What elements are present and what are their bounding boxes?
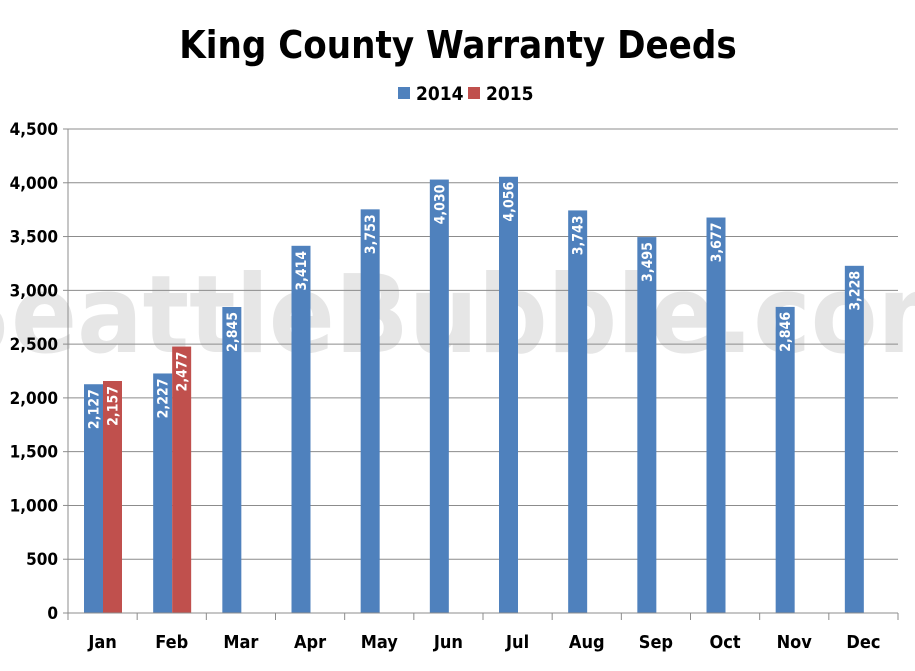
x-tick-label: Mar: [223, 632, 258, 653]
y-tick-label: 2,500: [10, 335, 58, 355]
x-tick-label: Aug: [569, 632, 605, 653]
data-label: 3,414: [294, 251, 310, 291]
data-label: 2,157: [106, 386, 122, 426]
data-label: 2,845: [225, 312, 241, 352]
bar-2014-jun: [429, 179, 449, 613]
bar-2014-nov: [775, 306, 795, 613]
x-tick-label: May: [361, 632, 398, 653]
data-label: 2,846: [778, 312, 794, 352]
data-label: 3,743: [571, 215, 587, 255]
y-tick-label: 2,000: [10, 389, 58, 409]
bar-2014-mar: [222, 307, 242, 613]
bar-2015-feb: [172, 346, 192, 613]
x-tick-label: Jan: [87, 632, 116, 653]
bar-2014-aug: [568, 210, 588, 613]
bar-2014-feb: [153, 373, 173, 613]
bar-2014-sep: [637, 237, 657, 614]
bar-labels: 2,127 2,227 2,845 3,414 3,753 4,030 4,056 3,743…: [87, 182, 864, 430]
data-label: 3,228: [847, 271, 863, 311]
bar-2014-jan: [84, 384, 103, 613]
bar-2014-jul: [499, 176, 518, 613]
data-label: 2,227: [156, 378, 172, 418]
y-tick-label: 1,500: [10, 443, 58, 463]
data-label: 4,030: [432, 184, 448, 224]
legend-swatch-2015: [468, 87, 480, 99]
watermark: SeattleBubble.com: [0, 253, 915, 378]
legend: 2014 2015: [398, 83, 534, 105]
y-tick-label: 1,000: [10, 496, 58, 516]
data-label: 3,677: [709, 223, 725, 263]
legend-label-2015: 2015: [486, 83, 534, 105]
x-tick-label: Jul: [505, 632, 529, 653]
x-tick-label: Oct: [710, 632, 741, 653]
data-label: 3,753: [363, 214, 379, 254]
x-tick-label: Jun: [433, 632, 463, 653]
y-tick-labels: 0 500 1,000 1,500 2,000 2,500 3,000 3,500 4,000 4…: [10, 120, 58, 624]
x-tick-label: Nov: [777, 632, 813, 653]
bars: [84, 176, 864, 614]
grid-lines: [68, 128, 898, 560]
data-label: 2,477: [175, 352, 191, 392]
x-tick-label: Sep: [639, 632, 673, 653]
data-label: 4,056: [502, 182, 518, 222]
y-tick-label: 0: [47, 604, 58, 624]
x-tick-label: Apr: [294, 632, 326, 653]
chart-title: King County Warranty Deeds: [179, 23, 736, 67]
legend-swatch-2014: [398, 87, 410, 99]
x-tick-label: Feb: [155, 632, 188, 653]
bar-2014-dec: [844, 265, 864, 613]
bar-2014-apr: [291, 245, 311, 613]
legend-label-2014: 2014: [416, 83, 464, 105]
x-tick-label: Dec: [846, 632, 880, 653]
data-label: 3,495: [640, 242, 656, 282]
y-tick-label: 4,500: [10, 120, 58, 140]
axes: [63, 128, 899, 620]
x-tick-labels: Jan Feb Mar Apr May Jun Jul Aug Sep Oct Nov Dec: [87, 632, 880, 653]
y-tick-label: 500: [26, 550, 58, 570]
bar-2014-may: [360, 209, 380, 613]
y-tick-label: 3,000: [10, 281, 58, 301]
y-tick-label: 3,500: [10, 228, 58, 248]
data-label: 2,127: [87, 389, 103, 429]
y-tick-label: 4,000: [10, 174, 58, 194]
bar-2015-jan: [103, 381, 122, 613]
bar-2014-oct: [706, 217, 726, 613]
